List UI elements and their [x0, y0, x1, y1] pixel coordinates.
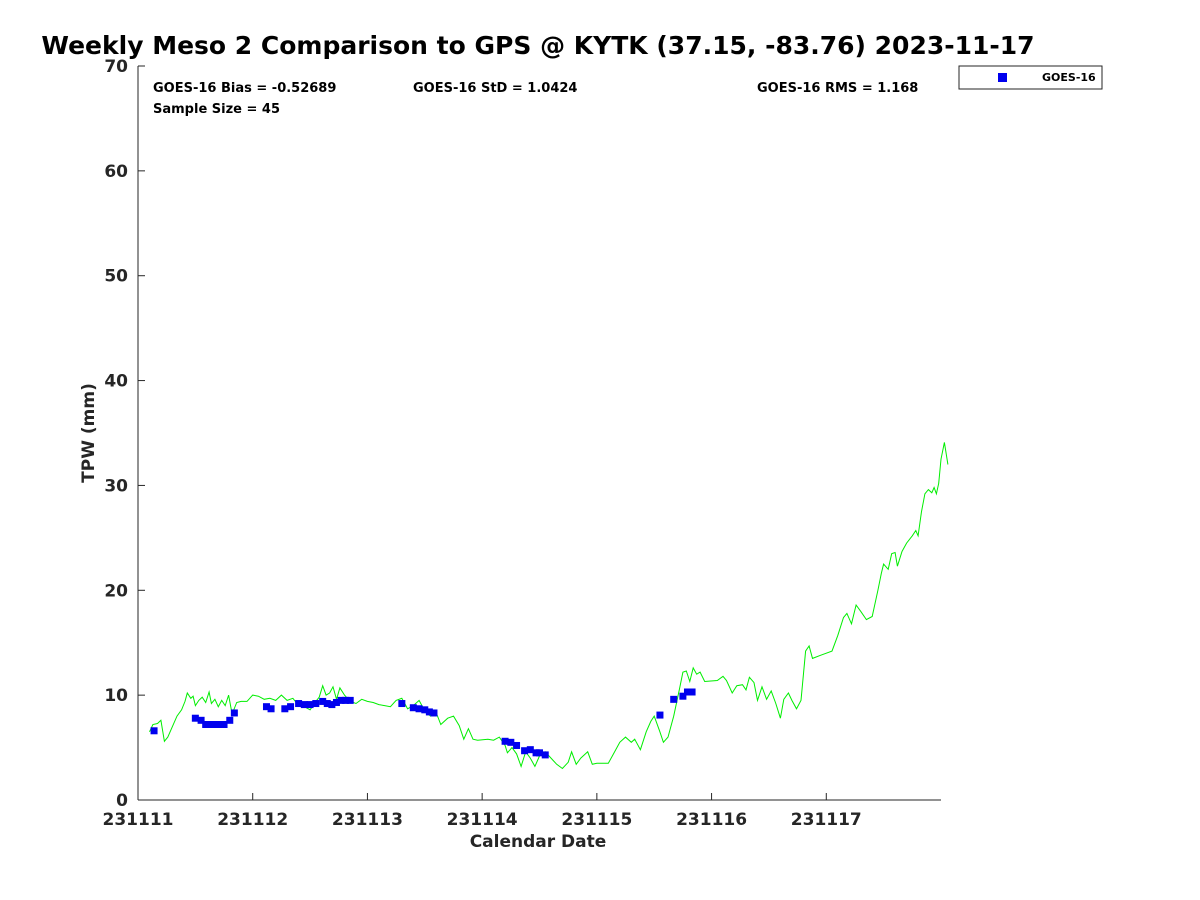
goes16-point	[230, 709, 238, 717]
goes16-point	[421, 706, 429, 714]
sample-size-stat: Sample Size = 45	[153, 102, 280, 117]
goes16-point	[332, 698, 340, 706]
goes16-point	[679, 692, 687, 700]
y-tick-label: 10	[104, 686, 128, 706]
chart-title: Weekly Meso 2 Comparison to GPS @ KYTK (…	[41, 31, 1034, 60]
legend-marker-goes16	[998, 73, 1007, 82]
goes16-point	[262, 703, 270, 711]
goes16-point	[656, 711, 664, 719]
goes16-point	[319, 697, 327, 705]
legend-label-goes16: GOES-16	[1042, 71, 1096, 84]
goes16-point	[683, 688, 691, 696]
y-tick-label: 60	[104, 162, 128, 182]
goes16-point	[409, 704, 417, 712]
goes16-point	[150, 727, 158, 735]
goes16-point	[306, 701, 314, 709]
goes16-point	[526, 746, 534, 754]
x-tick-label: 231115	[561, 810, 632, 830]
goes16-point	[328, 701, 336, 709]
goes16-point	[287, 703, 295, 711]
x-tick-label: 231112	[217, 810, 288, 830]
goes16-point	[323, 700, 331, 708]
stats-box: GOES-16 Bias = -0.52689 GOES-16 StD = 1.…	[153, 81, 918, 117]
x-ticks: 231111 231112 231113 231114 231115 231116 2311…	[103, 793, 862, 830]
gps-series-line	[149, 442, 949, 770]
goes16-point	[300, 701, 308, 709]
legend-box	[958, 65, 1103, 90]
goes16-point	[226, 716, 234, 724]
goes16-point	[312, 700, 320, 708]
rms-stat: GOES-16 RMS = 1.168	[757, 81, 918, 96]
goes16-point	[337, 696, 345, 704]
goes16-point	[501, 737, 509, 745]
goes16-point	[202, 721, 210, 729]
goes-marker-layer	[150, 688, 696, 759]
goes16-point	[220, 721, 228, 729]
gps-line-layer	[149, 442, 949, 770]
goes16-point	[398, 700, 406, 708]
goes16-point	[507, 738, 515, 746]
y-tick-label: 30	[104, 476, 128, 496]
goes16-point	[521, 747, 529, 755]
x-axis-label: Calendar Date	[470, 832, 607, 852]
legend: GOES-16	[958, 65, 1103, 90]
goes16-point	[295, 700, 303, 708]
x-tick-label: 231114	[447, 810, 518, 830]
goes16-point	[267, 705, 275, 713]
goes16-point	[281, 705, 289, 713]
goes16-point	[430, 709, 438, 717]
y-tick-label: 70	[104, 57, 128, 77]
goes16-point	[342, 696, 350, 704]
goes16-point	[215, 721, 223, 729]
x-tick-label: 231111	[103, 810, 174, 830]
goes16-point	[688, 688, 696, 696]
bias-stat: GOES-16 Bias = -0.52689	[153, 81, 336, 96]
goes16-point	[346, 696, 354, 704]
y-tick-label: 0	[116, 791, 128, 811]
goes16-point	[536, 749, 543, 757]
goes16-point	[191, 714, 199, 722]
goes16-point	[197, 716, 205, 724]
goes16-point	[415, 705, 423, 713]
y-ticks: 0 10 20 30 40 50 60 70	[104, 57, 145, 811]
std-stat: GOES-16 StD = 1.0424	[413, 81, 577, 96]
x-tick-label: 231116	[676, 810, 747, 830]
x-tick-label: 231117	[791, 810, 862, 830]
y-tick-label: 20	[104, 581, 128, 601]
y-tick-label: 40	[104, 372, 128, 392]
y-axis-label: TPW (mm)	[79, 383, 99, 483]
y-tick-label: 50	[104, 267, 128, 287]
goes16-point	[513, 741, 521, 749]
goes16-point	[541, 751, 549, 759]
goes16-point	[425, 708, 433, 716]
goes16-point	[206, 721, 214, 729]
goes16-point	[670, 695, 678, 703]
x-tick-label: 231113	[332, 810, 403, 830]
goes16-point	[211, 721, 219, 729]
plot-area: 231111 231112 231113 231114 231115 231116 2311…	[103, 57, 949, 830]
